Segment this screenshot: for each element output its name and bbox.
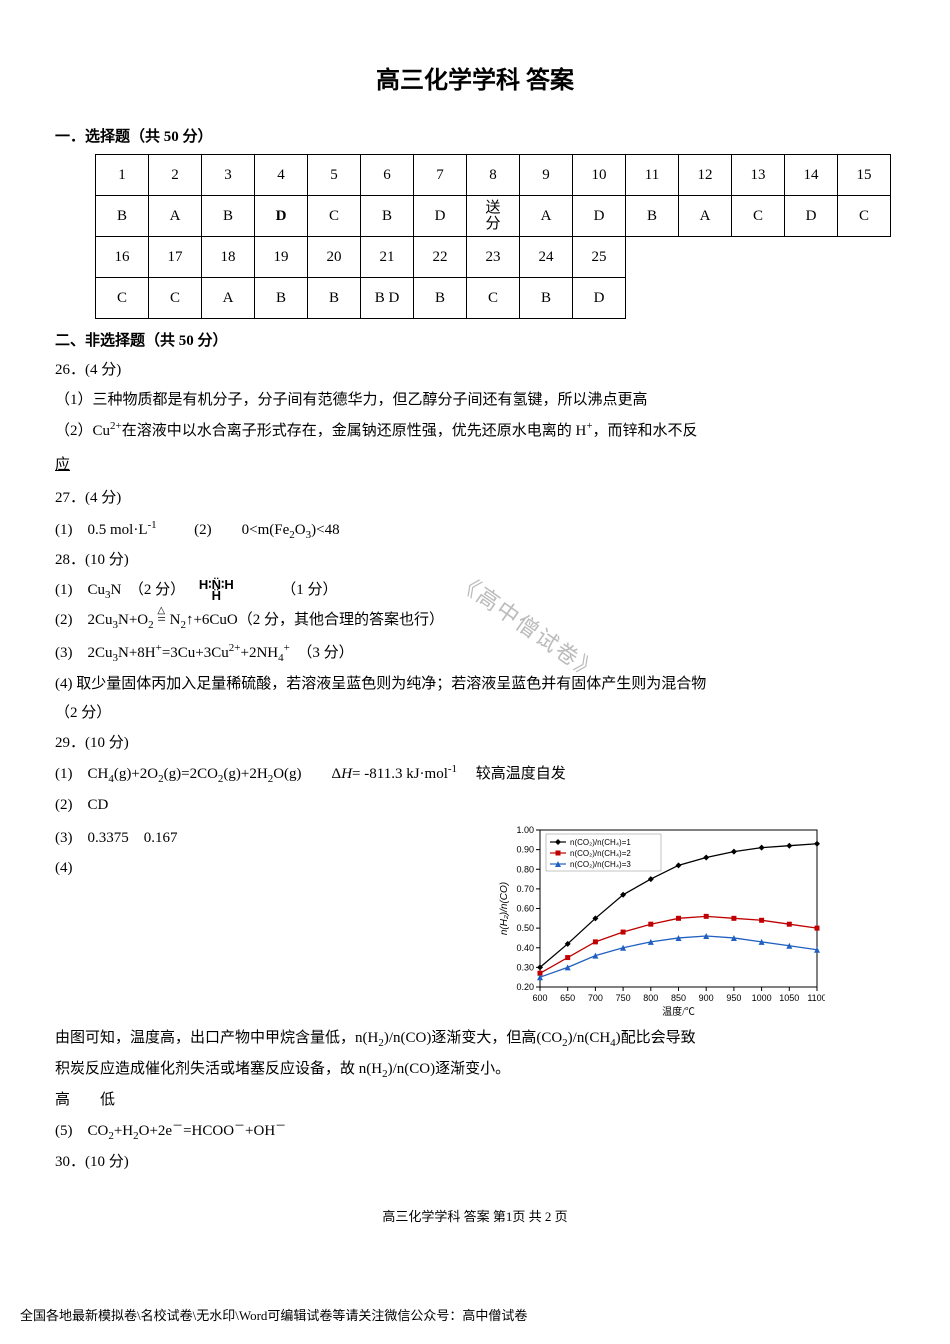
answer-table: 1 2 3 4 5 6 7 8 9 10 11 12 13 14 15 B A …: [95, 154, 891, 319]
section-2-header: 二、非选择题（共 50 分）: [55, 329, 895, 350]
q29-head: 29．(10 分): [55, 731, 895, 757]
q28-3: (3) 2Cu3N+8H+=3Cu+3Cu2++2NH4+ （3 分）: [55, 639, 895, 668]
table-row: C C A B B B D B C B D: [96, 278, 891, 319]
svg-text:0.20: 0.20: [516, 982, 534, 992]
svg-text:600: 600: [532, 993, 547, 1003]
q27-1: (1) 0.5 mol·L-1 (2) 0<m(Fe2O3)<48: [55, 516, 895, 545]
svg-text:n(CO₂)/n(CH₄)=1: n(CO₂)/n(CH₄)=1: [570, 838, 631, 847]
q29-after-2: 积炭反应造成催化剂失活或堵塞反应设备，故 n(H2)/n(CO)逐渐变小。: [55, 1057, 895, 1084]
table-row: B A B D C B D 送分 A D B A C D C: [96, 196, 891, 237]
svg-text:950: 950: [726, 993, 741, 1003]
svg-text:温度/℃: 温度/℃: [662, 1005, 695, 1017]
svg-text:1000: 1000: [752, 993, 772, 1003]
svg-text:0.30: 0.30: [516, 963, 534, 973]
svg-text:0.50: 0.50: [516, 924, 534, 934]
svg-text:0.70: 0.70: [516, 884, 534, 894]
svg-text:1.00: 1.00: [516, 825, 534, 835]
q29-after-3: 高 低: [55, 1088, 895, 1114]
q28-head: 28．(10 分): [55, 548, 895, 574]
q26-head: 26．(4 分): [55, 358, 895, 384]
page-title: 高三化学学科 答案: [55, 60, 895, 95]
svg-text:900: 900: [699, 993, 714, 1003]
table-row: 1 2 3 4 5 6 7 8 9 10 11 12 13 14 15: [96, 155, 891, 196]
q29-2: (2) CD: [55, 793, 895, 819]
footer-center: 高三化学学科 答案 第1页 共 2 页: [55, 1206, 895, 1225]
bonus-cell: 送分: [467, 196, 520, 237]
q29-4: (4): [55, 856, 255, 882]
footer-bottom: 全国各地最新模拟卷\名校试卷\无水印\Word可编辑试卷等请关注微信公众号：高中…: [0, 1305, 950, 1324]
svg-text:n(H₂)/n(CO): n(H₂)/n(CO): [499, 882, 510, 935]
svg-text:750: 750: [616, 993, 631, 1003]
svg-text:n(CO₂)/n(CH₄)=2: n(CO₂)/n(CH₄)=2: [570, 849, 631, 858]
q29-5: (5) CO2+H2O+2e－=HCOO－+OH－: [55, 1117, 895, 1146]
q26-2: （2）Cu2+在溶液中以水合离子形式存在，金属钠还原性强，优先还原水电离的 H+…: [55, 417, 895, 445]
chart-svg: 0.20 0.30 0.40 0.50 0.60 0.70 0.80 0.90 1.00 600 6…: [495, 822, 825, 1017]
q26-1: （1）三种物质都是有机分子，分子间有范德华力，但乙醇分子间还有氢键，所以沸点更高: [55, 388, 895, 414]
section-1-header: 一．选择题（共 50 分）: [55, 125, 895, 146]
q30-head: 30．(10 分): [55, 1150, 895, 1176]
table-row: 16 17 18 19 20 21 22 23 24 25: [96, 237, 891, 278]
chart: 0.20 0.30 0.40 0.50 0.60 0.70 0.80 0.90 1.00 600 6…: [495, 822, 825, 1022]
svg-text:0.90: 0.90: [516, 845, 534, 855]
q28-5: （2 分）: [55, 701, 895, 727]
svg-text:650: 650: [560, 993, 575, 1003]
svg-text:0.60: 0.60: [516, 904, 534, 914]
lewis-structure: H∶N̈∶H Ḧ: [199, 579, 234, 602]
svg-text:n(CO₂)/n(CH₄)=3: n(CO₂)/n(CH₄)=3: [570, 860, 631, 869]
q28-1: (1) Cu3N （2 分） H∶N̈∶H Ḧ （1 分）: [55, 578, 895, 605]
q29-1: (1) CH4(g)+2O2(g)=2CO2(g)+2H2O(g) ΔH= -8…: [55, 760, 895, 789]
svg-text:1100: 1100: [807, 993, 825, 1003]
q28-2: (2) 2Cu3N+O2 =△ N2↑+6CuO（2 分，其他合理的答案也行）: [55, 608, 895, 635]
svg-text:850: 850: [671, 993, 686, 1003]
q27-head: 27．(4 分): [55, 486, 895, 512]
svg-text:700: 700: [588, 993, 603, 1003]
q28-4: (4) 取少量固体丙加入足量稀硫酸，若溶液呈蓝色则为纯净；若溶液呈蓝色并有固体产…: [55, 672, 895, 698]
q29-3: (3) 0.3375 0.167: [55, 826, 255, 852]
svg-text:1050: 1050: [779, 993, 799, 1003]
page: 《高中僧试卷》 高三化学学科 答案 一．选择题（共 50 分） 1 2 3 4 …: [0, 0, 950, 1265]
q26-2b: 应: [55, 453, 70, 479]
svg-text:800: 800: [643, 993, 658, 1003]
svg-text:0.80: 0.80: [516, 865, 534, 875]
q29-after-1: 由图可知，温度高，出口产物中甲烷含量低，n(H2)/n(CO)逐渐变大，但高(C…: [55, 1026, 895, 1053]
svg-text:0.40: 0.40: [516, 943, 534, 953]
